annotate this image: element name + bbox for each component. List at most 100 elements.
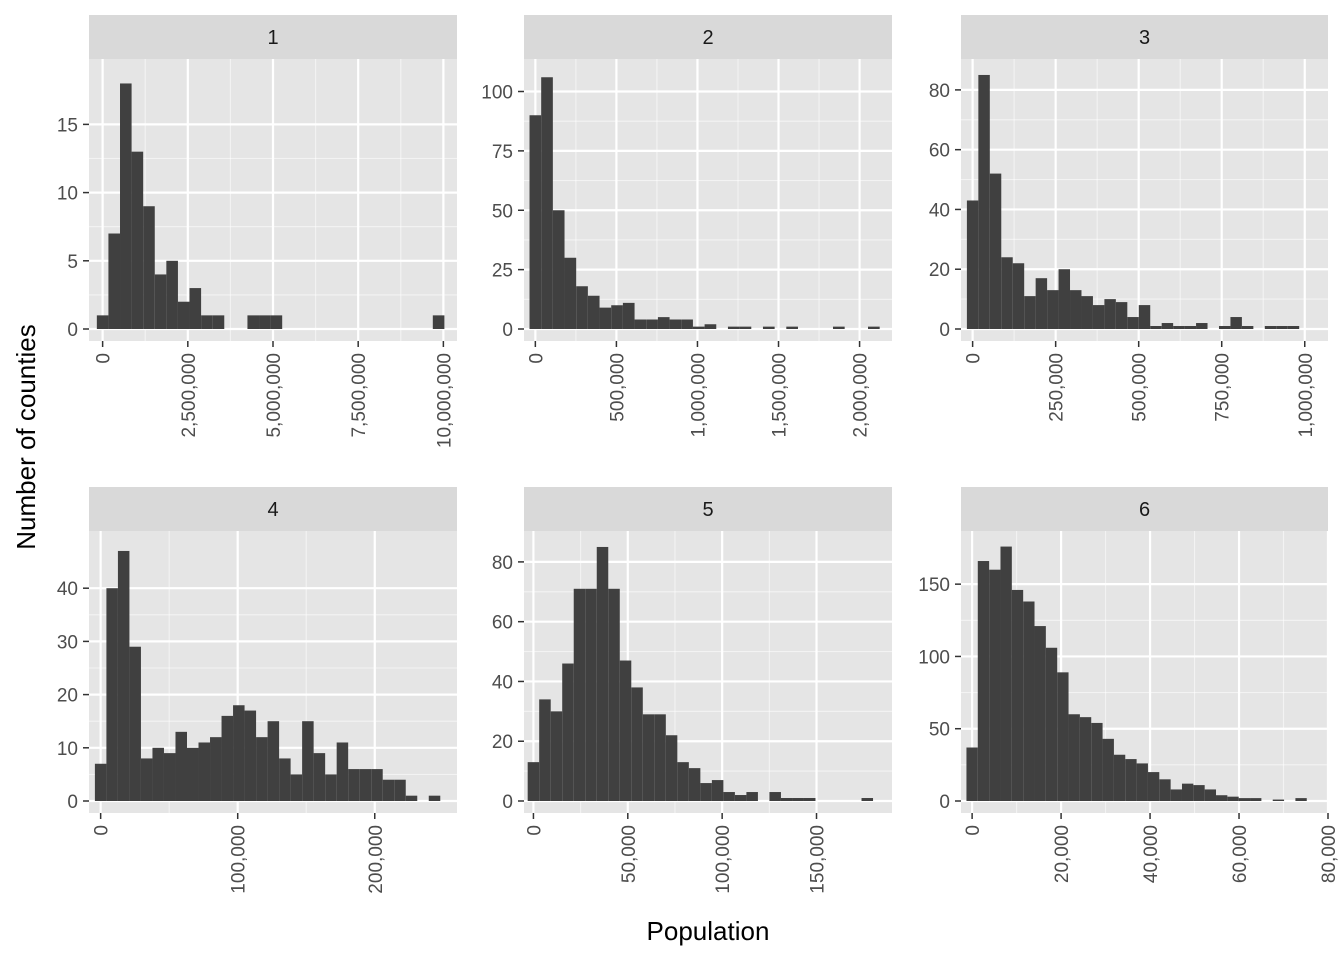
y-tick-label: 40 [57, 579, 78, 600]
facet-strip [89, 487, 457, 531]
histogram-bar [131, 151, 144, 329]
x-tick-label: 50,000 [619, 825, 640, 883]
histogram-bar [611, 305, 623, 329]
histogram-bar [259, 315, 271, 329]
x-tick-label: 500,000 [607, 353, 628, 422]
histogram-bar [212, 315, 225, 329]
histogram-bar [634, 319, 647, 329]
histogram-bar [143, 206, 155, 329]
histogram-bar [700, 783, 712, 801]
histogram-bar [727, 326, 740, 329]
x-tick-label: 10,000,000 [434, 353, 455, 448]
histogram-bar [646, 319, 658, 329]
histogram-bar [692, 326, 705, 329]
y-tick-label: 80 [929, 81, 950, 102]
y-tick-label: 50 [929, 720, 950, 741]
histogram-bar [746, 792, 758, 801]
y-tick-label: 0 [939, 320, 950, 341]
histogram-bar [210, 737, 222, 801]
histogram-bar [371, 769, 383, 801]
x-tick-label: 0 [524, 825, 545, 836]
x-tick-label: 500,000 [1130, 353, 1151, 422]
histogram-bar [140, 758, 153, 801]
histogram-bar [552, 210, 565, 329]
histogram-bar [832, 326, 845, 329]
histogram-bar [1241, 326, 1254, 329]
histogram-bar [1092, 305, 1105, 329]
facet-strip-label: 4 [267, 499, 278, 521]
facet-panel-2: 2 0 25 50 75 100 0 500,000 1,000,000 1,500,000 2,0… [481, 15, 892, 438]
histogram-bar [734, 795, 747, 801]
histogram-bar [1238, 798, 1251, 801]
histogram-bar [189, 288, 202, 329]
x-tick-label: 7,500,000 [349, 353, 370, 438]
histogram-bar [186, 747, 199, 801]
facet-strip [524, 487, 892, 531]
y-tick-label: 75 [492, 142, 513, 163]
histogram-bar [1001, 257, 1013, 329]
x-tick-label: 100,000 [713, 825, 734, 894]
y-tick-label: 60 [492, 613, 513, 634]
histogram-bar [1035, 278, 1048, 329]
histogram-bar [723, 792, 735, 801]
y-tick-label: 30 [57, 632, 78, 653]
histogram-bar [96, 315, 109, 329]
histogram-bar [1136, 763, 1148, 801]
facet-strip [89, 15, 457, 59]
histogram-bar [539, 699, 551, 801]
histogram-bar [527, 762, 540, 801]
y-tick-label: 100 [918, 647, 950, 668]
histogram-bar [221, 715, 234, 801]
histogram-bar [154, 274, 167, 329]
y-tick-label: 0 [502, 792, 513, 813]
y-tick-label: 60 [929, 141, 950, 162]
histogram-bar [152, 747, 164, 801]
histogram-bar [550, 711, 563, 801]
y-tick-label: 5 [67, 252, 78, 273]
histogram-bar [1125, 759, 1137, 801]
histogram-bar [1011, 589, 1024, 801]
histogram-bar [1079, 717, 1092, 801]
histogram-bar [599, 307, 612, 329]
x-tick-label: 5,000,000 [264, 353, 285, 438]
x-tick-label: 0 [92, 825, 113, 836]
x-tick-label: 40,000 [1141, 825, 1162, 883]
histogram-bar [279, 758, 291, 801]
facet-strip-label: 1 [267, 27, 278, 49]
histogram-bar [1250, 798, 1262, 801]
histogram-bar [642, 714, 655, 801]
y-tick-label: 0 [939, 792, 950, 813]
histogram-bar [792, 798, 804, 801]
histogram-bar [233, 705, 245, 801]
histogram-bar [1150, 326, 1162, 329]
histogram-bar [198, 742, 211, 801]
histogram-bar [966, 200, 979, 329]
histogram-bar [256, 737, 268, 801]
histogram-bar [1204, 789, 1217, 801]
histogram-bar [711, 780, 724, 801]
x-tick-label: 200,000 [366, 825, 387, 894]
histogram-bar [166, 260, 178, 329]
y-tick-label: 150 [918, 575, 950, 596]
histogram-bar [405, 795, 418, 801]
histogram-bar [106, 588, 118, 801]
histogram-bar [576, 286, 588, 329]
y-tick-label: 20 [929, 260, 950, 281]
x-tick-label: 2,500,000 [179, 353, 200, 438]
histogram-bar [1024, 296, 1036, 329]
histogram-bar [1159, 779, 1171, 801]
histogram-bar [1287, 326, 1300, 329]
histogram-bar [654, 714, 666, 801]
y-tick-label: 100 [481, 83, 513, 104]
histogram-bar [769, 792, 781, 801]
histogram-bar [1227, 796, 1239, 801]
x-tick-label: 60,000 [1230, 825, 1251, 883]
facet-strip [524, 15, 892, 59]
histogram-bar [1068, 714, 1080, 801]
histogram-bar [1272, 799, 1285, 801]
x-tick-label: 20,000 [1052, 825, 1073, 883]
histogram-bar [704, 324, 717, 329]
y-tick-label: 25 [492, 261, 513, 282]
